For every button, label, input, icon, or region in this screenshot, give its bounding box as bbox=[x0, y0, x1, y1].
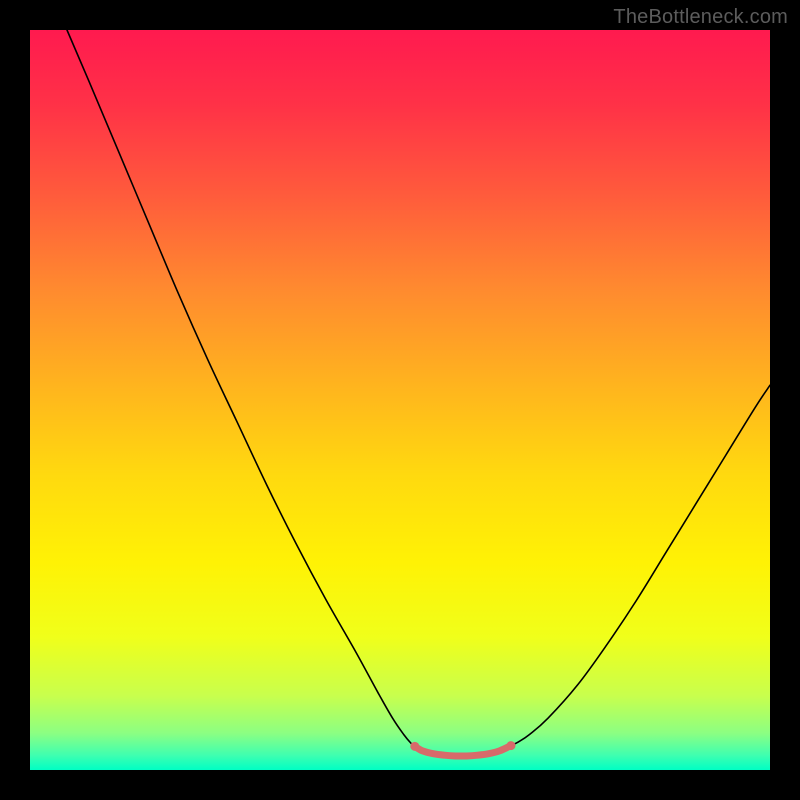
curve-bottom-endpoint bbox=[410, 742, 419, 751]
chart-svg bbox=[0, 0, 800, 800]
chart-plot-background bbox=[30, 30, 770, 770]
watermark-text: TheBottleneck.com bbox=[613, 6, 788, 29]
chart-container: TheBottleneck.com bbox=[0, 0, 800, 800]
curve-bottom-endpoint bbox=[507, 741, 516, 750]
